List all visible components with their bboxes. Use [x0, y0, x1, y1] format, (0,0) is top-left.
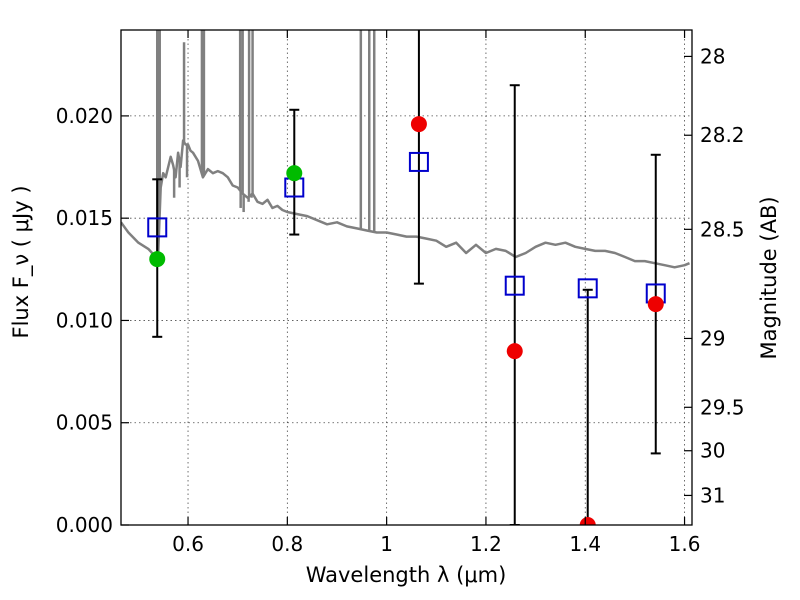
sed-model-line — [121, 139, 690, 269]
x-tick-label: 1 — [380, 532, 393, 556]
nondetection-point — [506, 343, 523, 360]
x-tick-label: 0.8 — [271, 532, 303, 556]
y-tick-label: 0.000 — [56, 513, 113, 537]
plot-frame — [120, 29, 693, 526]
nondetection-point — [579, 517, 596, 525]
y-tick-label: 0.010 — [56, 308, 113, 332]
nondetection-point — [410, 116, 427, 133]
plot-area — [121, 30, 690, 525]
x-tick-label: 1.2 — [470, 532, 502, 556]
y-axis-right-title: Magnitude (AB) — [757, 196, 781, 359]
y-tick-label: 0.005 — [56, 411, 113, 435]
x-tick-label: 1.6 — [669, 532, 701, 556]
model-photometry-point — [147, 217, 168, 238]
model-photometry-point — [408, 151, 429, 172]
nondetection-point — [647, 296, 664, 313]
axes: 0.6 0.8 1 1.2 1.4 1.6 0.000 0.005 0.010 0.015 0.02… — [56, 30, 745, 556]
mag-tick-label: 29.5 — [700, 395, 745, 419]
mag-tick-label: 28.5 — [700, 217, 745, 241]
detection-point — [286, 165, 303, 182]
detection-point — [149, 251, 166, 268]
mag-tick-label: 30 — [700, 439, 725, 463]
mag-tick-label: 28 — [700, 44, 725, 68]
x-tick-label: 1.4 — [569, 532, 601, 556]
mag-tick-label: 29 — [700, 326, 725, 350]
mag-tick-label: 31 — [700, 483, 725, 507]
x-axis-title: Wavelength λ (μm) — [306, 563, 507, 587]
mag-tick-label: 28.2 — [700, 123, 745, 147]
y-axis-title: Flux F_ν ( μJy ) — [9, 185, 34, 338]
x-tick-label: 0.6 — [172, 532, 204, 556]
model-photometry-point — [504, 275, 525, 296]
y-tick-label: 0.020 — [56, 104, 113, 128]
y-tick-label: 0.015 — [56, 206, 113, 230]
model-photometry-point — [577, 278, 598, 299]
